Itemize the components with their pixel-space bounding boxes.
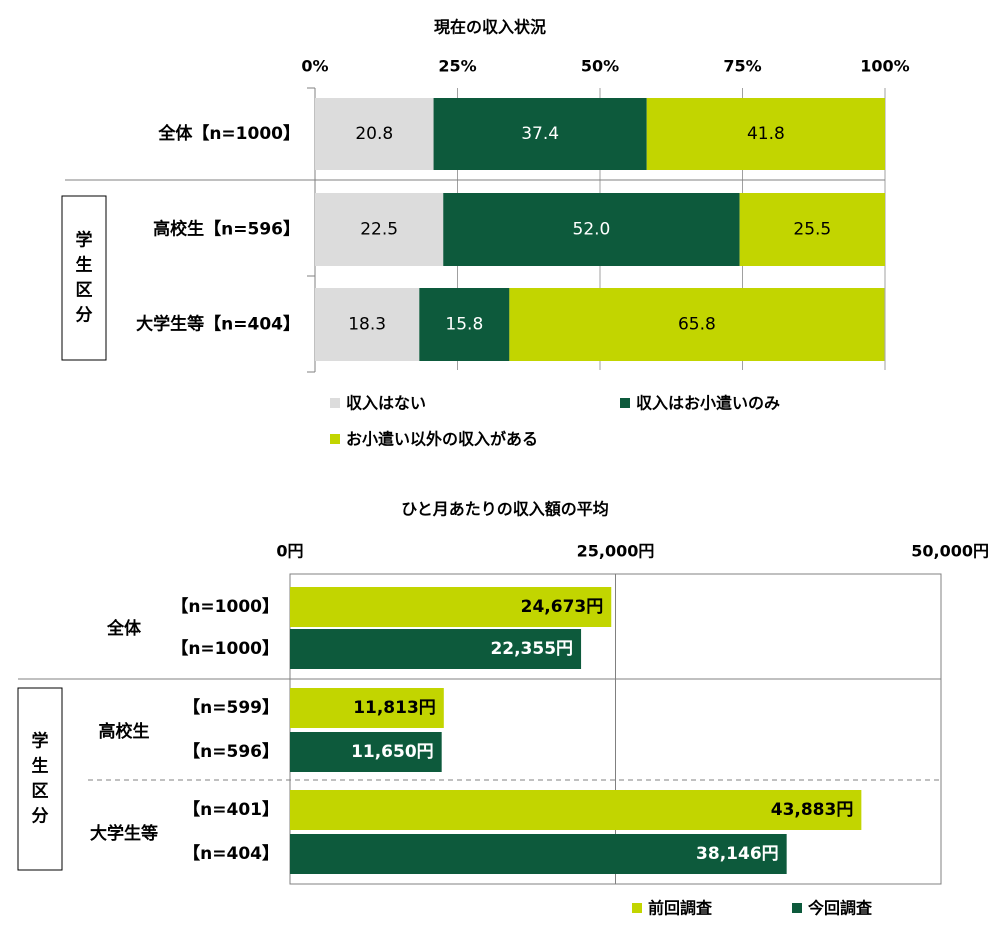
svg-text:学: 学	[76, 230, 93, 251]
chart1-legend-label: 収入はお小遣いのみ	[636, 394, 780, 413]
chart2-title: ひと月あたりの収入額の平均	[401, 500, 609, 519]
chart2-legend-swatch	[632, 903, 642, 913]
svg-text:学: 学	[32, 731, 49, 752]
chart1-category-label: 全体【n=1000】	[157, 123, 300, 144]
chart1-legend-swatch	[620, 398, 630, 408]
chart1-x-tick: 100%	[860, 57, 909, 76]
chart1-x-tick: 50%	[581, 57, 619, 76]
chart1-bar-segment	[646, 98, 885, 170]
svg-text:分: 分	[76, 306, 93, 326]
chart2-bar	[290, 629, 582, 669]
chart1-x-tick: 75%	[723, 57, 761, 76]
chart2-group-label: 大学生等	[90, 823, 158, 844]
chart2-group-label: 高校生	[99, 721, 150, 742]
chart2-legend-label: 前回調査	[648, 899, 712, 918]
chart1-x-tick: 0%	[301, 57, 328, 76]
chart2-bar-label: 【n=596】	[183, 741, 279, 762]
svg-text:区: 区	[76, 281, 93, 301]
chart2-data-label: 22,355円	[490, 639, 573, 659]
chart2-bar-label: 【n=401】	[183, 799, 279, 820]
chart1-data-label: 52.0	[573, 220, 611, 240]
chart1-data-label: 22.5	[360, 220, 398, 240]
chart1-bar-segment	[419, 288, 510, 361]
chart2-bar	[290, 688, 444, 728]
svg-text:区: 区	[32, 782, 49, 802]
chart1-category-label: 高校生【n=596】	[153, 219, 300, 240]
chart2-x-tick: 50,000円	[911, 542, 989, 561]
chart2-group-label: 全体	[106, 618, 142, 639]
chart2-bar-label: 【n=404】	[183, 843, 279, 864]
chart1-data-label: 37.4	[521, 124, 559, 144]
chart2-x-tick: 25,000円	[577, 542, 655, 561]
chart2-data-label: 43,883円	[771, 800, 854, 820]
chart2-bar	[290, 732, 442, 772]
chart2-data-label: 24,673円	[521, 597, 604, 617]
chart1-data-label: 20.8	[355, 124, 393, 144]
chart1-bar-segment	[315, 98, 434, 170]
chart2-legend-swatch	[792, 903, 802, 913]
chart2-bar-label: 【n=599】	[183, 697, 279, 718]
chart1-x-tick: 25%	[438, 57, 476, 76]
chart1-data-label: 25.5	[793, 220, 831, 240]
chart1-legend-label: 収入はない	[346, 394, 426, 413]
chart1-bar-segment	[443, 193, 740, 266]
chart2-group-box	[17, 687, 63, 871]
chart1-bar-segment	[739, 193, 885, 266]
chart1-data-label: 18.3	[348, 315, 386, 335]
svg-text:生: 生	[76, 255, 93, 276]
chart2-bar	[290, 834, 787, 874]
chart1-group-box	[61, 195, 107, 361]
chart2-bar-label: 【n=1000】	[171, 638, 279, 659]
chart2-bar-label: 【n=1000】	[171, 596, 279, 617]
chart1-bar-segment	[315, 288, 420, 361]
chart2-data-label: 38,146円	[696, 844, 779, 864]
chart1-legend-swatch	[330, 398, 340, 408]
chart2-bar	[290, 587, 612, 627]
svg-text:生: 生	[32, 756, 49, 777]
chart2-data-label: 11,813円	[353, 698, 436, 718]
chart1-bar-segment	[433, 98, 647, 170]
chart2-bar	[290, 790, 862, 830]
chart1-title: 現在の収入状況	[434, 18, 546, 37]
svg-text:分: 分	[32, 807, 49, 827]
chart1-data-label: 15.8	[445, 315, 483, 335]
chart1-legend-label: お小遣い以外の収入がある	[346, 430, 538, 449]
chart1-category-label: 大学生等【n=404】	[136, 314, 300, 335]
chart2-legend-label: 今回調査	[807, 899, 872, 918]
chart1-data-label: 41.8	[747, 124, 785, 144]
chart2-data-label: 11,650円	[351, 742, 434, 762]
chart1-data-label: 65.8	[678, 315, 716, 335]
chart1-legend-swatch	[330, 434, 340, 444]
chart1-bar-segment	[509, 288, 885, 361]
chart2-x-tick: 0円	[276, 542, 303, 561]
chart1-bar-segment	[315, 193, 444, 266]
